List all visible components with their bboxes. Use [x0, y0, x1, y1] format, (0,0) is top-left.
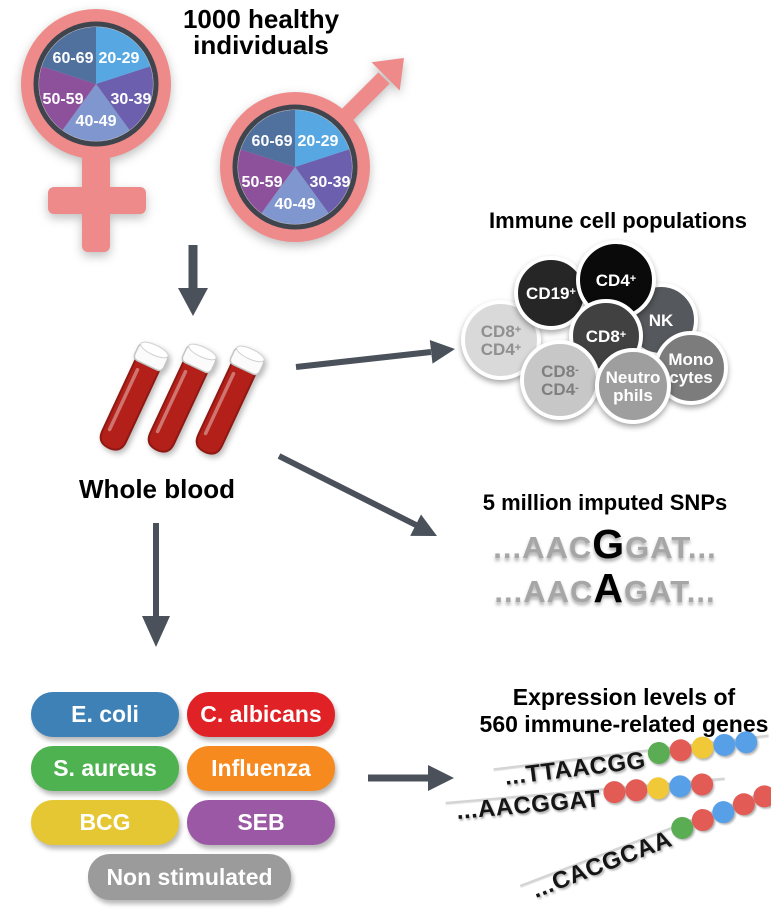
- pie-slice-60-69: [240, 110, 295, 167]
- expression-dot-blue: [711, 732, 737, 758]
- arrow-head: [428, 765, 454, 791]
- female-symbol: 20-29 30-39 40-49 50-59 60-69: [21, 9, 171, 252]
- arrow-head: [178, 288, 208, 316]
- expression-dot-green: [646, 740, 671, 766]
- gene-dots: [602, 772, 714, 805]
- arrow-shaft: [277, 453, 418, 528]
- snp-prefix: ...AAC: [494, 574, 594, 609]
- pie-slice-40-49: [261, 167, 329, 224]
- expression-dot-red: [623, 778, 648, 803]
- arrow-cohort-to-blood-icon: [178, 245, 208, 316]
- pie-label-30-39: 30-39: [111, 91, 152, 108]
- snp-suffix: GAT...: [625, 530, 717, 565]
- expression-dot-red: [689, 772, 714, 797]
- expression-dot-red: [602, 780, 626, 805]
- stimulus-pill-e-coli: E. coli: [31, 692, 179, 737]
- pie-label-50-59: 50-59: [242, 174, 283, 191]
- pie-ring: [33, 21, 159, 147]
- expression-title-line1: Expression levels of: [512, 684, 736, 710]
- male-symbol: 20-29 30-39 40-49 50-59 60-69: [220, 58, 404, 242]
- female-age-pie: 20-29 30-39 40-49 50-59 60-69: [33, 21, 159, 147]
- expression-dot-yellow: [690, 735, 715, 760]
- arrow-blood-to-stimuli-icon: [142, 523, 170, 647]
- whole-blood-label: Whole blood: [79, 474, 235, 504]
- stimulus-pill-non-stimulated: Non stimulated: [88, 854, 291, 900]
- pie-slice-30-39: [96, 66, 153, 131]
- gene-sequence: ...CACGCAA: [528, 825, 676, 904]
- expression-dot-red: [668, 738, 693, 763]
- pie-slice-30-39: [295, 149, 352, 214]
- snp-prefix: ...AAC: [493, 530, 593, 565]
- figure-title-line2: individuals: [193, 30, 329, 60]
- male-arrow-head: [371, 58, 404, 91]
- pie-slice-40-49: [62, 84, 130, 141]
- male-age-pie: 20-29 30-39 40-49 50-59 60-69: [232, 104, 358, 230]
- snp-allele: G: [592, 521, 626, 567]
- stimulus-pill-s-aureus: S. aureus: [31, 746, 179, 791]
- male-ring: [220, 92, 370, 242]
- arrow-head: [142, 616, 170, 647]
- expression-title: Expression levels of 560 immune-related …: [469, 684, 771, 738]
- figure-title: 1000 healthy individuals: [156, 6, 366, 58]
- expression-title-line2: 560 immune-related genes: [479, 711, 769, 737]
- immune-cells-title: Immune cell populations: [489, 208, 747, 233]
- pie-label-50-59: 50-59: [43, 91, 84, 108]
- arrow-stimuli-to-expression-icon: [368, 765, 454, 791]
- expression-dot-blue: [733, 730, 759, 755]
- pie-slice-20-29: [295, 110, 350, 167]
- tube-icon: [195, 345, 265, 455]
- pie-label-20-29: 20-29: [99, 50, 140, 67]
- pie-label-60-69: 60-69: [53, 50, 94, 67]
- stimulus-pill-seb: SEB: [187, 800, 335, 845]
- pie-slice-50-59: [238, 149, 295, 214]
- male-arrow-shaft: [335, 72, 390, 127]
- arrow-head: [429, 340, 455, 364]
- pie-ring: [232, 104, 358, 230]
- gene-sequence: ...AACGGAT: [455, 785, 602, 825]
- arrow-head: [410, 514, 437, 536]
- snps-title: 5 million imputed SNPs: [482, 490, 728, 515]
- arrow-blood-to-cells-icon: [295, 340, 455, 370]
- snp-sequences: ...AACGGAT... ...AACAGAT...: [445, 524, 765, 612]
- arrow-shaft: [295, 349, 432, 370]
- female-ring: [21, 9, 171, 159]
- stimulus-pill-c-albicans: C. albicans: [187, 692, 335, 737]
- figure-title-line1: 1000 healthy: [182, 4, 340, 34]
- expression-dot-blue: [667, 774, 692, 799]
- pie-slice-20-29: [96, 27, 151, 84]
- tube-icon: [147, 343, 217, 453]
- tube-icon: [99, 341, 169, 451]
- cell-circle-cd8neg-cd4neg: CD8- CD4-: [520, 340, 600, 420]
- pie-slice-60-69: [41, 27, 96, 84]
- snp-suffix: GAT...: [624, 574, 716, 609]
- arrow-blood-to-snps-icon: [277, 453, 437, 536]
- cell-circle-neutrophils: Neutro phils: [595, 348, 671, 424]
- pie-slice-50-59: [39, 66, 96, 131]
- pie-label-60-69: 60-69: [252, 133, 293, 150]
- pie-label-40-49: 40-49: [275, 196, 316, 213]
- pie-label-40-49: 40-49: [76, 113, 117, 130]
- pie-label-30-39: 30-39: [310, 174, 351, 191]
- blood-tubes-icon: [99, 341, 265, 455]
- pie-label-20-29: 20-29: [298, 133, 339, 150]
- stimulus-pill-bcg: BCG: [31, 800, 179, 845]
- snp-sequence-1: ...AACGGAT...: [445, 524, 765, 568]
- gene-dots: [646, 730, 759, 766]
- expression-dot-yellow: [645, 776, 670, 801]
- female-cross-horizontal: [48, 187, 146, 214]
- snp-allele: A: [593, 565, 625, 611]
- snp-sequence-2: ...AACAGAT...: [445, 568, 765, 612]
- stimulus-pill-influenza: Influenza: [187, 746, 335, 791]
